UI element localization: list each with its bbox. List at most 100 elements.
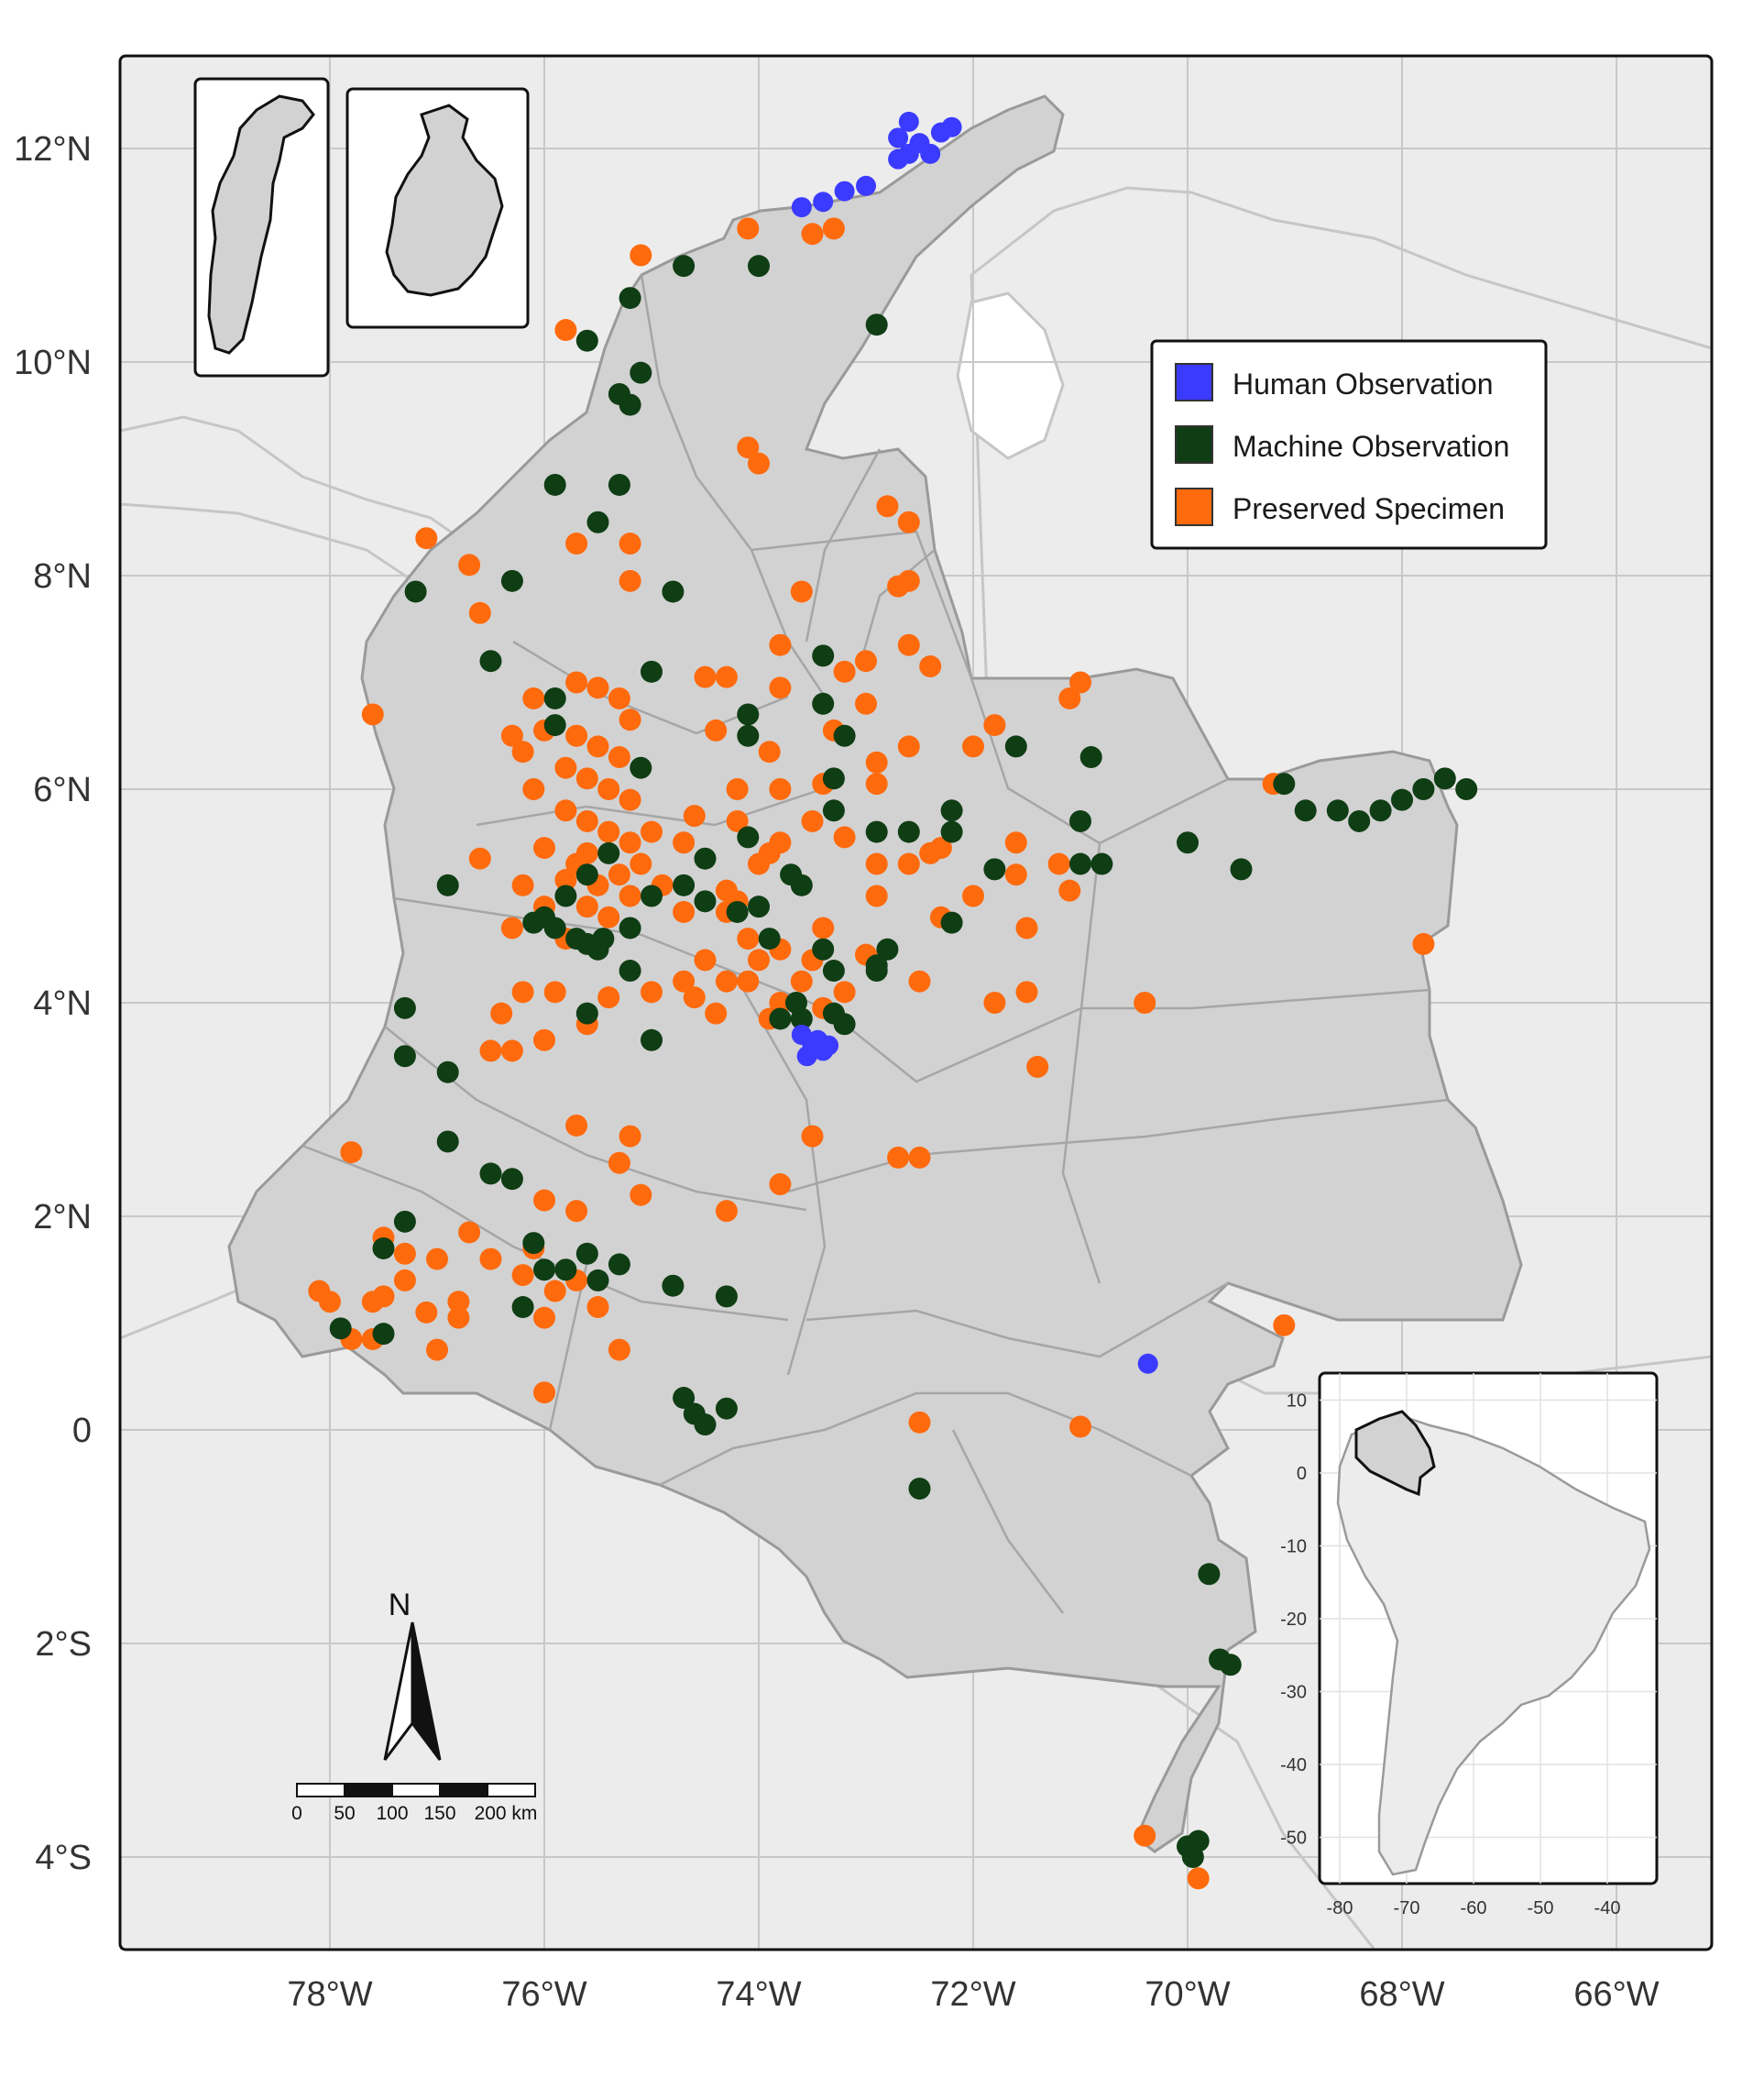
preserved-occurrence-point [468,847,491,870]
preserved-occurrence-point [630,852,652,875]
machine-occurrence-point [393,996,416,1019]
preserved-occurrence-point [597,986,620,1009]
occurrence-points [308,111,1478,1890]
preserved-occurrence-point [769,676,792,699]
machine-occurrence-point [630,361,652,384]
machine-occurrence-point [662,580,685,603]
preserved-occurrence-point [673,831,696,854]
preserved-occurrence-point [855,692,877,715]
preserved-occurrence-point [683,805,706,828]
machine-occurrence-point [511,1296,534,1319]
lat-label: 2°S [35,1625,92,1664]
legend-label-preserved: Preserved Specimen [1233,492,1505,525]
preserved-occurrence-point [340,1141,363,1164]
inset-x-tick: -60 [1461,1898,1487,1918]
preserved-occurrence-point [575,809,598,832]
preserved-occurrence-point [769,1173,792,1196]
machine-occurrence-point [533,1258,555,1281]
machine-occurrence-point [1198,1563,1221,1586]
preserved-occurrence-point [983,992,1006,1014]
preserved-occurrence-point [1047,852,1070,875]
human-occurrence-point [898,111,919,132]
machine-occurrence-point [822,960,845,983]
preserved-occurrence-point [447,1306,470,1329]
preserved-occurrence-point [801,223,824,246]
lon-label: 66°W [1573,1975,1659,2014]
machine-occurrence-point [393,1210,416,1233]
preserved-occurrence-point [705,719,728,742]
preserved-occurrence-point [630,244,652,267]
human-occurrence-point [888,148,909,170]
preserved-occurrence-point [608,687,630,709]
machine-occurrence-point [737,826,760,849]
preserved-occurrence-point [897,852,920,875]
preserved-occurrence-point [758,741,781,764]
legend-swatch-machine [1175,425,1213,464]
machine-occurrence-point [940,820,963,843]
lon-label: 78°W [287,1975,372,2014]
machine-occurrence-point [833,724,856,747]
machine-occurrence-point [608,473,630,496]
preserved-occurrence-point [908,1411,931,1434]
latitude-axis: 12°N 10°N 8°N 6°N 4°N 2°N 0 2°S 4°S [14,130,92,1877]
scale-tick-50: 50 [334,1803,355,1824]
preserved-occurrence-point [641,820,663,843]
machine-occurrence-point [500,1168,523,1191]
san-andres-inset [193,77,330,378]
preserved-occurrence-point [1273,1313,1296,1336]
preserved-occurrence-point [522,687,545,709]
machine-occurrence-point [372,1323,395,1346]
preserved-occurrence-point [608,746,630,769]
preserved-occurrence-point [1015,981,1038,1004]
lat-label: 0 [72,1412,92,1450]
preserved-occurrence-point [565,1114,588,1137]
preserved-occurrence-point [908,1146,931,1169]
north-arrow-right-icon [411,1621,442,1761]
preserved-occurrence-point [575,896,598,918]
south-america-inset: 10 0 -10 -20 -30 -40 -50 -80 -70 -60 -50 -40 [1280,1371,1659,1918]
preserved-occurrence-point [694,949,717,972]
machine-occurrence-point [822,767,845,790]
machine-occurrence-point [641,660,663,683]
human-occurrence-point [941,116,962,137]
machine-occurrence-point [673,874,696,896]
scale-bar: 0 50 100 150 200 km [291,1783,537,1824]
preserved-occurrence-point [458,1221,481,1244]
preserved-occurrence-point [543,981,566,1004]
machine-occurrence-point [1177,1835,1199,1858]
preserved-occurrence-point [554,869,577,892]
preserved-occurrence-point [511,874,534,896]
machine-occurrence-point [586,1269,609,1291]
preserved-occurrence-point [458,554,481,577]
preserved-occurrence-point [801,1125,824,1148]
scale-tick-150: 150 [423,1803,455,1824]
machine-occurrence-point [608,1253,630,1276]
machine-occurrence-point [619,287,641,310]
machine-occurrence-point [597,841,620,864]
machine-occurrence-point [1433,767,1456,790]
preserved-occurrence-point [1412,932,1435,955]
preserved-occurrence-point [737,970,760,993]
south-america-land [1336,1414,1651,1876]
machine-occurrence-point [522,1232,545,1255]
machine-occurrence-point [940,799,963,822]
preserved-occurrence-point [726,809,749,832]
preserved-occurrence-point [415,527,438,550]
machine-occurrence-point [641,1028,663,1051]
machine-occurrence-point [1079,746,1102,769]
preserved-occurrence-point [769,992,792,1014]
lat-label: 2°N [33,1198,92,1236]
lon-label: 76°W [501,1975,586,2014]
machine-occurrence-point [865,820,888,843]
preserved-occurrence-point [769,778,792,800]
preserved-occurrence-point [565,533,588,555]
machine-occurrence-point [543,687,566,709]
preserved-occurrence-point [908,970,931,993]
machine-occurrence-point [575,1242,598,1265]
preserved-occurrence-point [619,1125,641,1148]
machine-occurrence-point [608,382,630,405]
preserved-occurrence-point [533,1028,555,1051]
lat-label: 6°N [33,771,92,809]
preserved-occurrence-point [737,928,760,951]
preserved-occurrence-point [597,906,620,929]
